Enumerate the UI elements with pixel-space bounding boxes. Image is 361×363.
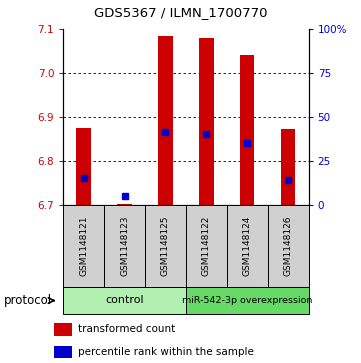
Text: protocol: protocol [4,294,52,307]
Bar [63,205,104,287]
Bar [240,56,255,205]
Bar [186,287,309,314]
Bar [104,205,145,287]
Bar [158,36,173,205]
Bar [227,205,268,287]
Bar [117,204,132,205]
Text: GSM1148126: GSM1148126 [284,216,293,276]
Bar [77,128,91,205]
Bar [63,287,186,314]
Text: transformed count: transformed count [78,325,175,334]
Text: GSM1148124: GSM1148124 [243,216,252,276]
Text: GSM1148122: GSM1148122 [202,216,211,276]
Bar [268,205,309,287]
Bar [199,38,214,205]
Text: GSM1148123: GSM1148123 [120,216,129,276]
Bar [281,129,295,205]
Bar [54,346,73,359]
Bar [186,205,227,287]
Text: GSM1148125: GSM1148125 [161,216,170,276]
Bar [145,205,186,287]
Text: percentile rank within the sample: percentile rank within the sample [78,347,253,357]
Text: GSM1148121: GSM1148121 [79,216,88,276]
Text: GDS5367 / ILMN_1700770: GDS5367 / ILMN_1700770 [94,6,267,19]
Bar [54,323,73,336]
Text: miR-542-3p overexpression: miR-542-3p overexpression [182,296,313,305]
Text: control: control [105,295,144,305]
